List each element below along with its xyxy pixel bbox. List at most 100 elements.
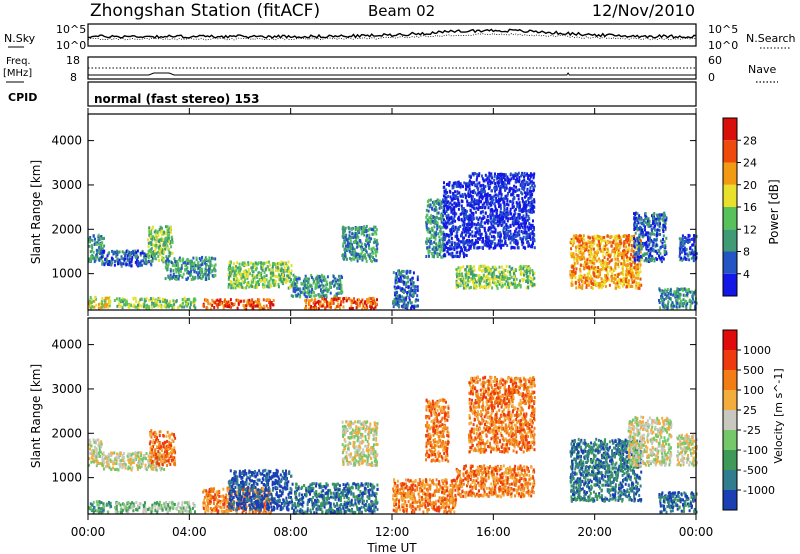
heatmap-cell (150, 259, 152, 263)
power-heatmap-cells (88, 171, 698, 311)
heatmap-cell (172, 299, 175, 303)
heatmap-cell (604, 247, 607, 251)
heatmap-cell (573, 234, 575, 238)
heatmap-cell (163, 300, 166, 304)
heatmap-cell (232, 303, 235, 307)
heatmap-cell (429, 221, 432, 225)
heatmap-cell (511, 215, 514, 219)
heatmap-cell (145, 297, 148, 301)
heatmap-cell (473, 181, 476, 185)
heatmap-cell (480, 217, 483, 221)
heatmap-cell (526, 274, 529, 278)
heatmap-cell (459, 194, 462, 198)
heatmap-cell (278, 261, 281, 265)
heatmap-cell (638, 235, 641, 239)
heatmap-cell (284, 268, 287, 272)
heatmap-cell (488, 246, 491, 250)
heatmap-cell (469, 209, 472, 213)
heatmap-cell (330, 285, 332, 289)
heatmap-cell (485, 286, 487, 290)
heatmap-cell (207, 273, 210, 277)
heatmap-cell (479, 268, 481, 272)
heatmap-cell (658, 254, 660, 258)
heatmap-cell (331, 279, 334, 283)
heatmap-cell (508, 234, 511, 238)
heatmap-cell (290, 269, 293, 273)
heatmap-cell (263, 275, 266, 279)
heatmap-cell (186, 261, 189, 265)
heatmap-cell (634, 286, 637, 290)
heatmap-cell (295, 276, 298, 280)
heatmap-cell (488, 277, 491, 281)
heatmap-cell (181, 305, 184, 309)
heatmap-cell (141, 249, 144, 253)
heatmap-cell (522, 214, 525, 218)
heatmap-cell (509, 237, 512, 241)
heatmap-cell (507, 277, 510, 280)
heatmap-cell (621, 235, 624, 238)
heatmap-cell (393, 291, 396, 295)
heatmap-cell (369, 240, 371, 244)
heatmap-cell (513, 240, 516, 244)
heatmap-cell (486, 176, 489, 180)
heatmap-cell (622, 273, 625, 276)
heatmap-cell (398, 272, 401, 276)
heatmap-cell (625, 273, 627, 277)
heatmap-cell (205, 257, 208, 261)
heatmap-cell (370, 259, 372, 263)
heatmap-cell (531, 210, 533, 214)
heatmap-cell (659, 239, 662, 243)
heatmap-cell (360, 247, 363, 251)
heatmap-cell (286, 263, 289, 267)
heatmap-cell (439, 250, 442, 254)
heatmap-cell (525, 213, 528, 216)
heatmap-cell (123, 298, 126, 302)
heatmap-cell (314, 283, 317, 287)
heatmap-cell (157, 254, 160, 258)
heatmap-cell (271, 278, 274, 282)
heatmap-cell (255, 285, 258, 289)
heatmap-cell (340, 283, 343, 287)
heatmap-cell (631, 267, 634, 271)
heatmap-cell (250, 280, 253, 284)
heatmap-cell (374, 305, 377, 309)
heatmap-cell (314, 293, 317, 297)
heatmap-cell (489, 243, 492, 246)
heatmap-cell (411, 289, 414, 292)
heatmap-cell (518, 233, 521, 237)
heatmap-cell (348, 227, 351, 230)
heatmap-cell (352, 226, 354, 230)
heatmap-cell (577, 257, 580, 261)
heatmap-cell (161, 256, 163, 259)
heatmap-cell (518, 176, 521, 179)
heatmap-cell (447, 194, 450, 198)
heatmap-cell (444, 235, 447, 239)
heatmap-cell (479, 264, 482, 268)
heatmap-cell (159, 230, 162, 234)
heatmap-cell (99, 252, 102, 255)
heatmap-cell (441, 200, 444, 203)
heatmap-cell (460, 204, 463, 208)
heatmap-cell (425, 255, 428, 258)
heatmap-cell (464, 208, 467, 212)
heatmap-cell (247, 274, 250, 278)
heatmap-cell (265, 278, 268, 282)
heatmap-cell (461, 272, 463, 276)
heatmap-cell (583, 241, 586, 245)
heatmap-cell (368, 233, 371, 237)
heatmap-cell (511, 206, 514, 209)
heatmap-cell (355, 306, 358, 310)
heatmap-cell (177, 263, 180, 267)
heatmap-cell (588, 245, 591, 248)
heatmap-cell (345, 244, 347, 248)
heatmap-cell (233, 274, 236, 278)
heatmap-cell (463, 230, 466, 234)
heatmap-cell (531, 245, 534, 249)
heatmap-cell (580, 244, 583, 248)
heatmap-cell (471, 270, 474, 274)
heatmap-cell (478, 216, 481, 220)
heatmap-cell (471, 241, 474, 245)
heatmap-cell (610, 259, 613, 262)
heatmap-cell (481, 264, 484, 268)
